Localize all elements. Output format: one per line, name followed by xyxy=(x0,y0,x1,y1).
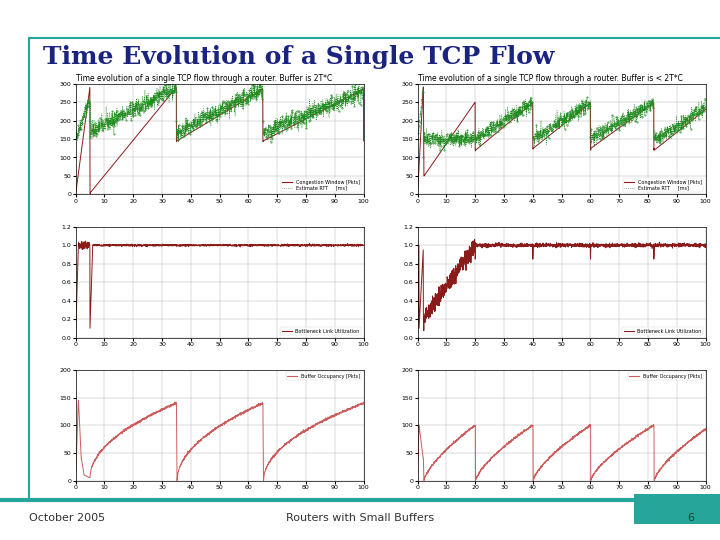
Text: Time evolution of a single TCP flow through a router. Buffer is < 2T*C: Time evolution of a single TCP flow thro… xyxy=(418,74,683,83)
Legend: Bottleneck Link Utilization: Bottleneck Link Utilization xyxy=(622,327,703,335)
Legend: Congestion Window [Pkts], Estimate RTT     [ms]: Congestion Window [Pkts], Estimate RTT [… xyxy=(281,178,361,192)
Legend: Bottleneck Link Utilization: Bottleneck Link Utilization xyxy=(280,327,361,335)
Legend: Buffer Occupancy [Pkts]: Buffer Occupancy [Pkts] xyxy=(286,373,361,380)
Legend: Congestion Window [Pkts], Estimate RTT     [ms]: Congestion Window [Pkts], Estimate RTT [… xyxy=(623,178,703,192)
Text: October 2005: October 2005 xyxy=(29,514,105,523)
Legend: Buffer Occupancy [Pkts]: Buffer Occupancy [Pkts] xyxy=(628,373,703,380)
Text: Time evolution of a single TCP flow through a router. Buffer is 2T*C: Time evolution of a single TCP flow thro… xyxy=(76,74,332,83)
Text: Routers with Small Buffers: Routers with Small Buffers xyxy=(286,514,434,523)
Text: 6: 6 xyxy=(688,514,695,523)
Text: Time Evolution of a Single TCP Flow: Time Evolution of a Single TCP Flow xyxy=(43,45,554,69)
